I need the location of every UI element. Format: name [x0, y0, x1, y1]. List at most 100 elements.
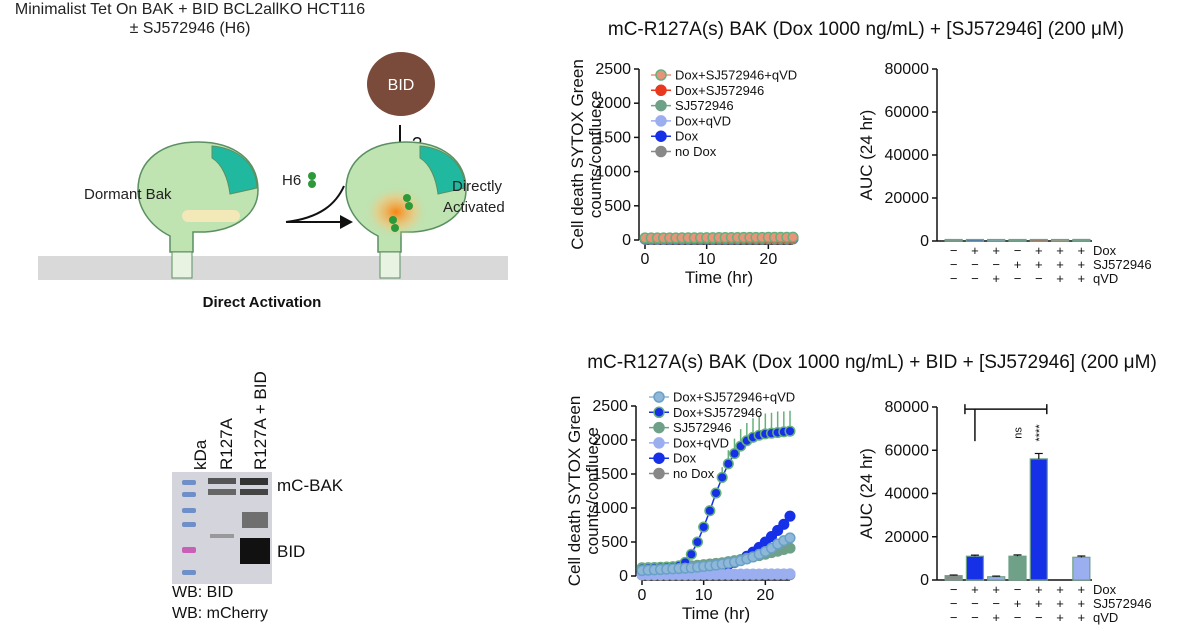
blot-lane-r127a-bid: R127A + BID: [251, 371, 270, 470]
y-tick-label: 1500: [595, 129, 631, 146]
bar: [987, 238, 1006, 242]
legend-label: Dox+SJ572946+qVD: [673, 390, 795, 405]
data-point: [787, 231, 799, 243]
bar: [1029, 458, 1048, 581]
bid-protein: [367, 52, 435, 116]
y-tick-label: 2500: [595, 61, 631, 78]
y-tick-label: 500: [604, 198, 631, 215]
treatment-sign: −: [950, 243, 958, 258]
x-tick-label: 10: [698, 251, 716, 268]
band-label-mc-bak: mC-BAK: [277, 476, 344, 495]
treatment-sign: +: [1035, 257, 1043, 272]
treatment-sign: −: [1014, 610, 1022, 625]
legend-label: no Dox: [673, 466, 715, 481]
treatment-sign: −: [1035, 271, 1043, 286]
series-dox-sj572946-qvd: [636, 532, 796, 577]
legend-marker: [655, 69, 667, 81]
y-tick-label: 2000: [595, 95, 631, 112]
treatment-sign: +: [1078, 243, 1086, 258]
y-tick-label: 2000: [592, 432, 628, 449]
x-axis-label: Time (hr): [685, 268, 753, 287]
treatment-sign: +: [1078, 610, 1086, 625]
y-tick-label: 500: [601, 534, 628, 551]
legend-marker: [653, 437, 665, 449]
direct-activation-diagram: Minimalist Tet On BAK + BID BCL2allKO HC…: [15, 1, 508, 311]
y-axis-label: AUC (24 hr): [857, 110, 876, 201]
binding-curve-arrow: [285, 185, 345, 223]
x-tick-label: 0: [638, 587, 647, 604]
treatment-sign: −: [971, 257, 979, 272]
blot-lane-r127a: R127A: [217, 417, 236, 470]
bar: [965, 555, 985, 581]
data-point: [716, 471, 728, 483]
treatment-sign: −: [1035, 610, 1043, 625]
data-point: [691, 536, 704, 548]
activated-label-line2: Activated: [443, 199, 505, 216]
y-axis-label: AUC (24 hr): [857, 448, 876, 539]
activated-label-line1: Directly: [452, 178, 503, 195]
data-point: [784, 568, 796, 580]
y-tick-label: 60000: [885, 442, 930, 459]
legend-label: Dox: [675, 129, 699, 144]
legend-marker: [655, 99, 667, 112]
y-tick-label: 20000: [885, 190, 930, 207]
bar: [1050, 238, 1070, 242]
bar: [1072, 556, 1091, 581]
treatment-sign: +: [1035, 243, 1043, 258]
legend-label: Dox+SJ572946: [675, 83, 764, 98]
dormant-bak-protein: [137, 141, 259, 279]
blot-lane-r127a-bid-bands: [240, 478, 270, 564]
treatment-sign: +: [1056, 610, 1064, 625]
legend-label: Dox+SJ572946: [673, 405, 762, 420]
activation-arrow-head: [340, 215, 353, 229]
treatment-sign: +: [992, 271, 1000, 286]
legend-marker: [655, 84, 667, 97]
x-tick-label: 10: [695, 587, 713, 604]
bar: [1008, 555, 1027, 581]
y-tick-label: 20000: [885, 529, 930, 546]
x-tick-label: 20: [759, 251, 777, 268]
legend-label: no Dox: [675, 144, 717, 159]
legend-marker: [653, 467, 665, 480]
treatment-sign: −: [992, 596, 1000, 611]
legend-label: SJ572946: [675, 98, 734, 113]
annotation-ns: ns: [1013, 427, 1025, 439]
top-panel-title: mC-R127A(s) BAK (Dox 1000 ng/mL) + [SJ57…: [608, 19, 1124, 40]
treatment-sign: −: [1014, 582, 1022, 597]
x-tick-label: 0: [641, 251, 650, 268]
y-tick-label: 40000: [885, 486, 930, 503]
treatment-label: Dox: [1093, 243, 1117, 258]
top-line-chart: 0 500 1000 1500 2000 2500 0 10 20 Time (hr) Cell d…: [568, 59, 799, 287]
treatment-sign: +: [1014, 257, 1022, 272]
x-tick-label: 20: [756, 587, 774, 604]
legend-marker: [653, 452, 665, 464]
treatment-sign: +: [992, 610, 1000, 625]
treatment-sign: +: [1056, 257, 1064, 272]
bar: [1008, 238, 1027, 242]
bar: [1072, 238, 1091, 242]
treatment-label: Dox: [1093, 582, 1117, 597]
diagram-title-line2: ± SJ572946 (H6): [130, 20, 251, 37]
diagram-caption: Direct Activation: [203, 294, 322, 311]
bottom-panel-title: mC-R127A(s) BAK (Dox 1000 ng/mL) + BID +…: [587, 352, 1157, 373]
y-axis-label-line1: Cell death SYTOX Green: [565, 396, 584, 587]
treatment-sign: +: [1056, 243, 1064, 258]
legend-marker: [655, 130, 667, 142]
series-dox-sj572946-qvd: [639, 231, 799, 244]
treatment-sign: +: [971, 582, 979, 597]
treatment-label: qVD: [1093, 610, 1118, 625]
membrane: [38, 256, 508, 280]
treatment-sign: −: [971, 271, 979, 286]
legend-marker: [655, 145, 667, 158]
data-point: [784, 425, 796, 437]
treatment-sign: −: [992, 257, 1000, 272]
annotation-stars: ****: [1034, 424, 1046, 442]
legend-label: Dox: [673, 451, 697, 466]
bottom-line-chart: 0 500 1000 1500 2000 2500 0 10 20 Time (hr) Cell d…: [565, 390, 796, 623]
y-tick-label: 80000: [885, 399, 930, 416]
treatment-sign: +: [992, 243, 1000, 258]
treatment-sign: +: [992, 582, 1000, 597]
data-point: [784, 510, 796, 522]
